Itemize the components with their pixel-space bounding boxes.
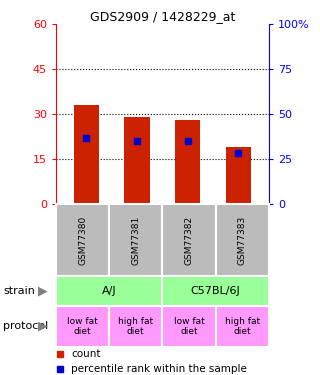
- Bar: [109, 306, 163, 347]
- Bar: [74, 105, 99, 204]
- Text: GSM77383: GSM77383: [238, 215, 247, 265]
- Text: protocol: protocol: [3, 321, 48, 331]
- Text: ▶: ▶: [38, 320, 48, 333]
- Bar: [175, 120, 200, 204]
- Text: high fat
diet: high fat diet: [225, 316, 260, 336]
- Bar: [163, 276, 269, 306]
- Text: GSM77380: GSM77380: [78, 215, 87, 265]
- Bar: [109, 204, 163, 276]
- Bar: [56, 306, 109, 347]
- Bar: [56, 276, 163, 306]
- Title: GDS2909 / 1428229_at: GDS2909 / 1428229_at: [90, 10, 235, 23]
- Text: count: count: [71, 349, 100, 359]
- Bar: [216, 306, 269, 347]
- Bar: [124, 117, 150, 204]
- Bar: [216, 204, 269, 276]
- Bar: [163, 306, 216, 347]
- Text: GSM77381: GSM77381: [131, 215, 140, 265]
- Text: GSM77382: GSM77382: [185, 215, 194, 265]
- Text: low fat
diet: low fat diet: [67, 316, 98, 336]
- Bar: [226, 147, 251, 204]
- Text: A/J: A/J: [102, 286, 116, 296]
- Text: percentile rank within the sample: percentile rank within the sample: [71, 364, 247, 374]
- Text: low fat
diet: low fat diet: [174, 316, 204, 336]
- Text: ▶: ▶: [38, 284, 48, 297]
- Bar: [56, 204, 109, 276]
- Text: high fat
diet: high fat diet: [118, 316, 153, 336]
- Text: strain: strain: [3, 286, 35, 296]
- Bar: [163, 204, 216, 276]
- Text: C57BL/6J: C57BL/6J: [191, 286, 240, 296]
